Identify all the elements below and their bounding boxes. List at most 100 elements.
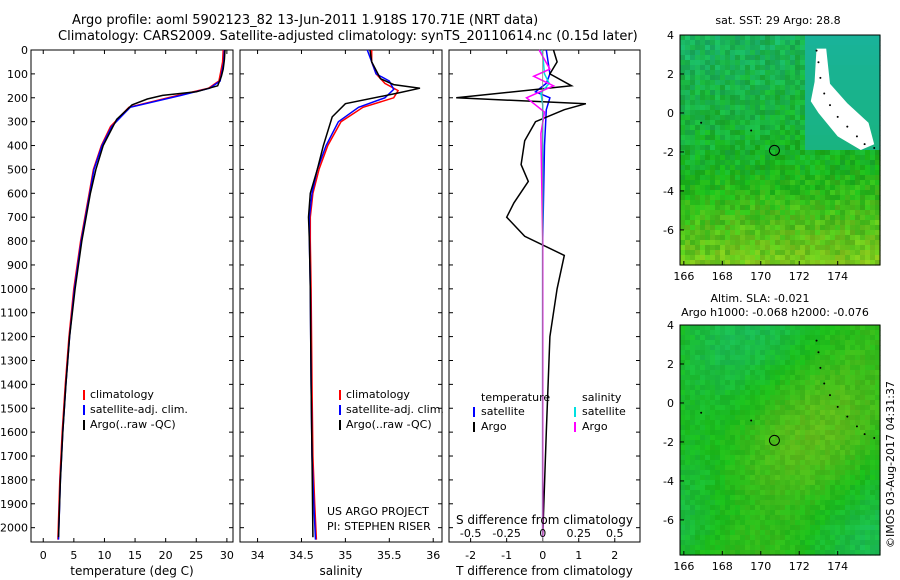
sla-map-cell — [835, 370, 841, 376]
sst-map-cell — [685, 220, 691, 226]
sla-map-cell — [830, 550, 836, 556]
sla-map-cell — [755, 545, 761, 551]
sla-map-cell — [795, 525, 801, 531]
sla-map-cell — [720, 440, 726, 446]
sla-map-frame — [679, 324, 881, 556]
sst-map-ytick-label: 4 — [667, 29, 674, 42]
sla-map-cell — [800, 385, 806, 391]
sst-map-cell — [820, 180, 826, 186]
sla-map-cell — [725, 490, 731, 496]
sst-map-cell — [690, 65, 696, 71]
sst-map-cell — [680, 155, 686, 161]
sla-map-cell — [815, 365, 821, 371]
sla-map-cell — [710, 360, 716, 366]
sst-map-cell — [865, 210, 871, 216]
sla-map-cell — [705, 460, 711, 466]
sla-map-cell — [850, 355, 856, 361]
sst-map-cell — [685, 240, 691, 246]
sst-map-cell — [775, 40, 781, 46]
sla-map-cell — [850, 480, 856, 486]
sst-map-cell — [845, 95, 851, 101]
sla-map-cell — [830, 515, 836, 521]
sla-map-cell — [810, 380, 816, 386]
sla-map-cell — [860, 365, 866, 371]
sst-map-cell — [815, 150, 821, 156]
sla-map-cell — [850, 460, 856, 466]
sst-map-cell — [785, 235, 791, 241]
sst-map-cell — [810, 215, 816, 221]
sla-map-island-dot — [829, 394, 831, 397]
sst-map-cell — [745, 190, 751, 196]
sla-map-cell — [825, 515, 831, 521]
sst-map-cell — [715, 95, 721, 101]
sla-map-cell — [825, 345, 831, 351]
depth-tick-label: 200 — [7, 92, 28, 105]
sst-map-cell — [695, 40, 701, 46]
sla-map-cell — [870, 385, 876, 391]
sla-map-cell — [745, 425, 751, 431]
sla-map-cell — [830, 455, 836, 461]
sla-map-cell — [775, 370, 781, 376]
sla-map-cell — [845, 465, 851, 471]
sst-map-cell — [765, 125, 771, 131]
sst-map-cell — [840, 140, 846, 146]
sla-map-cell — [735, 405, 741, 411]
sla-map-cell — [745, 490, 751, 496]
sst-map-cell — [710, 225, 716, 231]
sla-map-cell — [760, 450, 766, 456]
sst-map-cell — [780, 115, 786, 121]
sla-map-cell — [815, 370, 821, 376]
sst-map-cell — [865, 230, 871, 236]
sla-map-cell — [690, 350, 696, 356]
sst-map-cell — [775, 105, 781, 111]
sla-map-cell — [760, 475, 766, 481]
sst-map-cell — [860, 55, 866, 61]
sst-map-cell — [805, 65, 811, 71]
sla-map-cell — [685, 410, 691, 416]
sst-map-cell — [835, 145, 841, 151]
sla-map-cell — [755, 400, 761, 406]
sla-map-cell — [815, 385, 821, 391]
sla-map-cell — [800, 390, 806, 396]
sst-map-cell — [775, 35, 781, 41]
sst-map-cell — [840, 225, 846, 231]
sla-map-cell — [740, 465, 746, 471]
sla-map-cell — [825, 475, 831, 481]
sla-map-cell — [755, 500, 761, 506]
sla-map-cell — [785, 460, 791, 466]
sst-map-cell — [855, 95, 861, 101]
sst-map-cell — [805, 210, 811, 216]
sla-map-cell — [775, 420, 781, 426]
sla-map-cell — [815, 390, 821, 396]
difference-xtick-label: 0 — [539, 549, 546, 562]
sla-map-cell — [845, 435, 851, 441]
sst-map-cell — [795, 155, 801, 161]
sst-map-cell — [720, 150, 726, 156]
sst-map-cell — [785, 260, 791, 266]
sla-map-cell — [765, 445, 771, 451]
sla-map-cell — [715, 535, 721, 541]
sla-map-cell — [865, 400, 871, 406]
sst-map-ytick-label: 0 — [667, 107, 674, 120]
sst-map-cell — [865, 145, 871, 151]
sst-map-cell — [720, 75, 726, 81]
sla-map-cell — [825, 550, 831, 556]
sla-map-cell — [810, 450, 816, 456]
sla-map-cell — [845, 500, 851, 506]
sst-map-cell — [875, 175, 881, 181]
sla-map-cell — [800, 545, 806, 551]
sst-map-cell — [745, 75, 751, 81]
sla-map-cell — [745, 530, 751, 536]
sst-map-cell — [870, 130, 876, 136]
sst-map-cell — [860, 75, 866, 81]
sst-map-cell — [755, 90, 761, 96]
sst-map-cell — [815, 190, 821, 196]
sst-map-cell — [770, 185, 776, 191]
sla-map-cell — [715, 390, 721, 396]
sst-map-cell — [835, 180, 841, 186]
sla-map-cell — [710, 415, 716, 421]
sla-map-cell — [760, 440, 766, 446]
sla-map-cell — [805, 445, 811, 451]
sst-map-cell — [825, 260, 831, 266]
sla-map-cell — [820, 340, 826, 346]
